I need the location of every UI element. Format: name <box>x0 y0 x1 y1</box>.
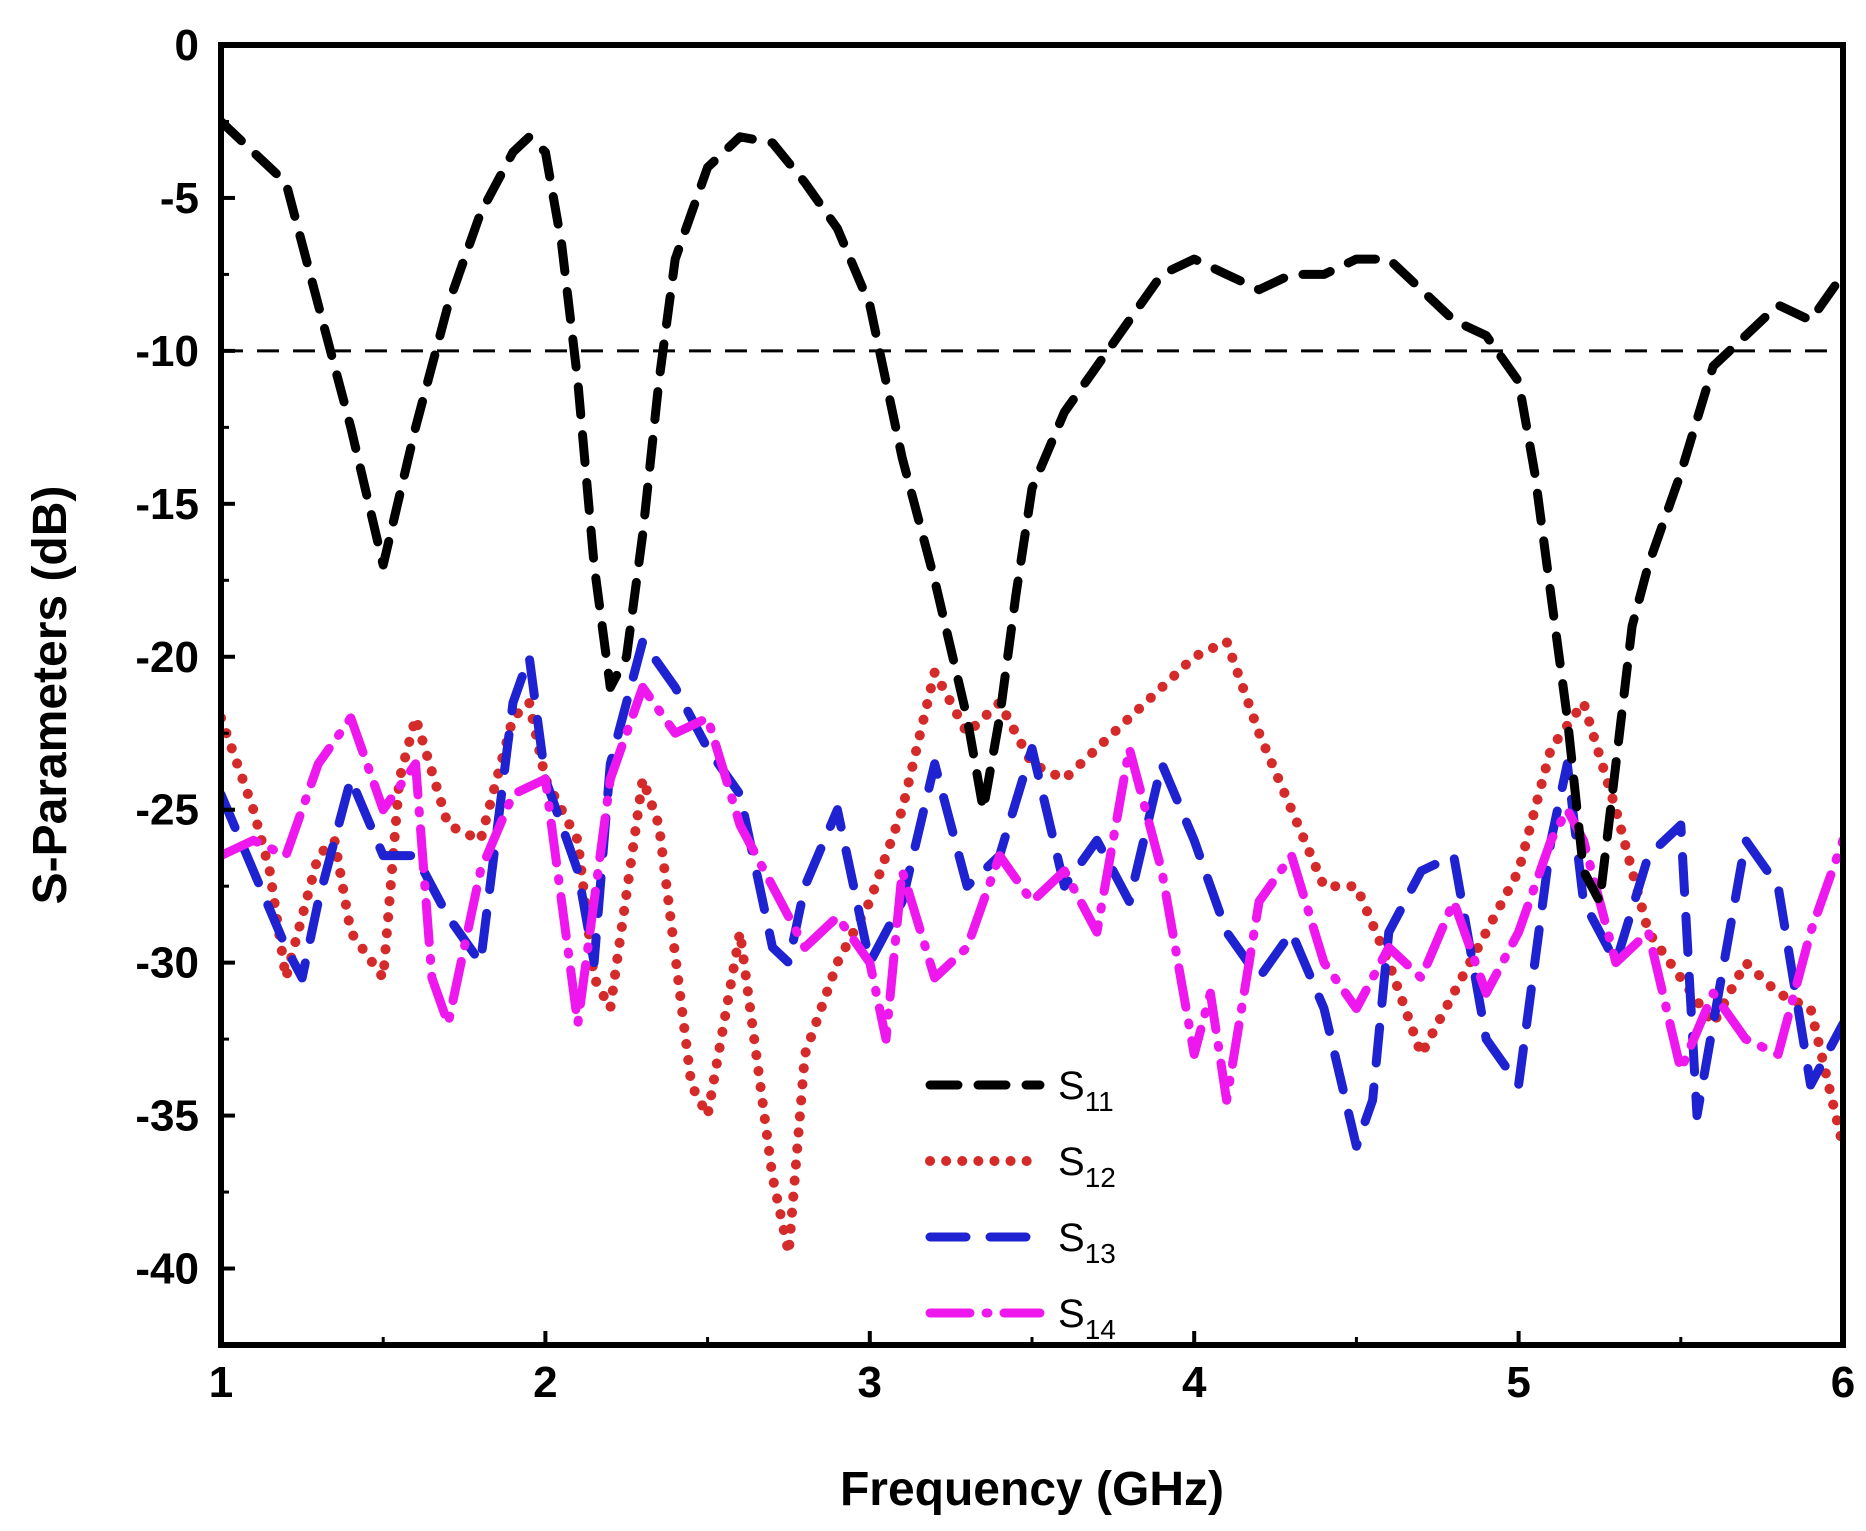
y-tick-label: 0 <box>175 21 199 70</box>
y-tick-label: -5 <box>160 174 199 223</box>
x-tick-label: 1 <box>209 1358 233 1407</box>
x-tick-label: 4 <box>1182 1358 1207 1407</box>
y-tick-label: -30 <box>135 939 199 988</box>
plot-frame <box>218 42 1846 1348</box>
x-axis-title: Frequency (GHz) <box>840 1463 1224 1516</box>
x-tick-label: 2 <box>533 1358 557 1407</box>
x-tick-label: 3 <box>858 1358 882 1407</box>
series-line-s14 <box>221 682 1843 1105</box>
series-line-s12 <box>221 636 1843 1259</box>
y-tick-label: -10 <box>135 327 199 376</box>
x-tick-label: 6 <box>1831 1358 1855 1407</box>
y-axis-title: S-Parameters (dB) <box>24 486 77 905</box>
y-tick-label: -15 <box>135 480 199 529</box>
x-tick-label: 5 <box>1506 1358 1530 1407</box>
y-tick-label: -40 <box>135 1245 199 1294</box>
y-tick-label: -35 <box>135 1092 199 1141</box>
y-tick-label: -20 <box>135 633 199 682</box>
y-tick-label: -25 <box>135 786 199 835</box>
